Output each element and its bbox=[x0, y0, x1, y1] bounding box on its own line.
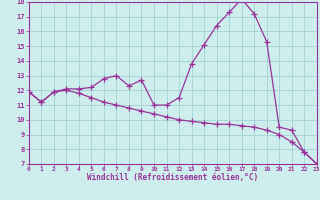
X-axis label: Windchill (Refroidissement éolien,°C): Windchill (Refroidissement éolien,°C) bbox=[87, 173, 258, 182]
